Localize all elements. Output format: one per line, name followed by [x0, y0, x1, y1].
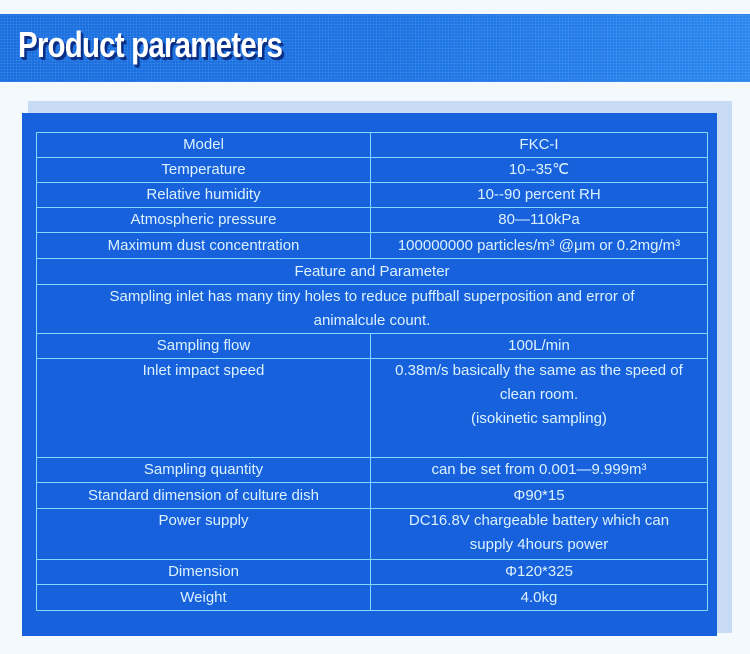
table-row: Weight 4.0kg	[36, 584, 708, 611]
row-value: 100L/min	[370, 333, 708, 359]
table-row: Power supply DC16.8V chargeable battery w…	[36, 508, 708, 560]
section-title: Feature and Parameter	[36, 258, 708, 285]
row-label: Weight	[36, 584, 371, 611]
table-row: Temperature 10--35℃	[36, 157, 708, 183]
row-label: Power supply	[36, 508, 371, 560]
table-row: Relative humidity 10--90 percent RH	[36, 182, 708, 208]
row-value: 4.0kg	[370, 584, 708, 611]
parameters-table: Model FKC-I Temperature 10--35℃ Relative h…	[36, 132, 708, 611]
row-label: Relative humidity	[36, 182, 371, 208]
row-value: 0.38m/s basically the same as the speed …	[370, 358, 708, 458]
table-row: Atmospheric pressure 80—110kPa	[36, 207, 708, 233]
row-label: Model	[36, 132, 371, 158]
value-line: 0.38m/s basically the same as the speed …	[395, 362, 683, 379]
row-label: Sampling quantity	[36, 457, 371, 483]
row-label: Inlet impact speed	[36, 358, 371, 458]
table-row: Inlet impact speed 0.38m/s basically the …	[36, 358, 708, 458]
row-label: Atmospheric pressure	[36, 207, 371, 233]
row-value: Φ120*325	[370, 559, 708, 585]
section-row: Feature and Parameter	[36, 258, 708, 285]
table-row: Dimension Φ120*325	[36, 559, 708, 585]
value-line: (isokinetic sampling)	[471, 410, 607, 427]
table-row: Sampling quantity can be set from 0.001—9…	[36, 457, 708, 483]
row-value: FKC-I	[370, 132, 708, 158]
row-label: Sampling flow	[36, 333, 371, 359]
feature-line: Sampling inlet has many tiny holes to re…	[109, 288, 635, 305]
row-label: Temperature	[36, 157, 371, 183]
value-line: DC16.8V chargeable battery which can	[408, 512, 670, 529]
row-value: 10--90 percent RH	[370, 182, 708, 208]
table-row: Model FKC-I	[36, 132, 708, 158]
feature-row: Sampling inlet has many tiny holes to re…	[36, 284, 708, 334]
parameters-panel: Model FKC-I Temperature 10--35℃ Relative h…	[22, 113, 717, 636]
row-label: Standard dimension of culture dish	[36, 482, 371, 509]
feature-description: Sampling inlet has many tiny holes to re…	[36, 284, 708, 334]
table-row: Maximum dust concentration 100000000 part…	[36, 232, 708, 259]
row-value: 10--35℃	[370, 157, 708, 183]
table-row: Standard dimension of culture dish Φ90*15	[36, 482, 708, 509]
table-row: Sampling flow 100L/min	[36, 333, 708, 359]
row-value: can be set from 0.001—9.999m³	[370, 457, 708, 483]
row-value: Φ90*15	[370, 482, 708, 509]
row-label: Dimension	[36, 559, 371, 585]
header-banner: Product parameters	[0, 14, 750, 82]
row-value: 80—110kPa	[370, 207, 708, 233]
value-line: clean room.	[499, 386, 579, 403]
row-label: Maximum dust concentration	[36, 232, 371, 259]
page-title: Product parameters	[18, 24, 283, 65]
value-line: supply 4hours power	[469, 536, 609, 553]
feature-line: animalcule count.	[313, 312, 431, 329]
row-value: 100000000 particles/m³ @μm or 0.2mg/m³	[370, 232, 708, 259]
row-value: DC16.8V chargeable battery which can supp…	[370, 508, 708, 560]
